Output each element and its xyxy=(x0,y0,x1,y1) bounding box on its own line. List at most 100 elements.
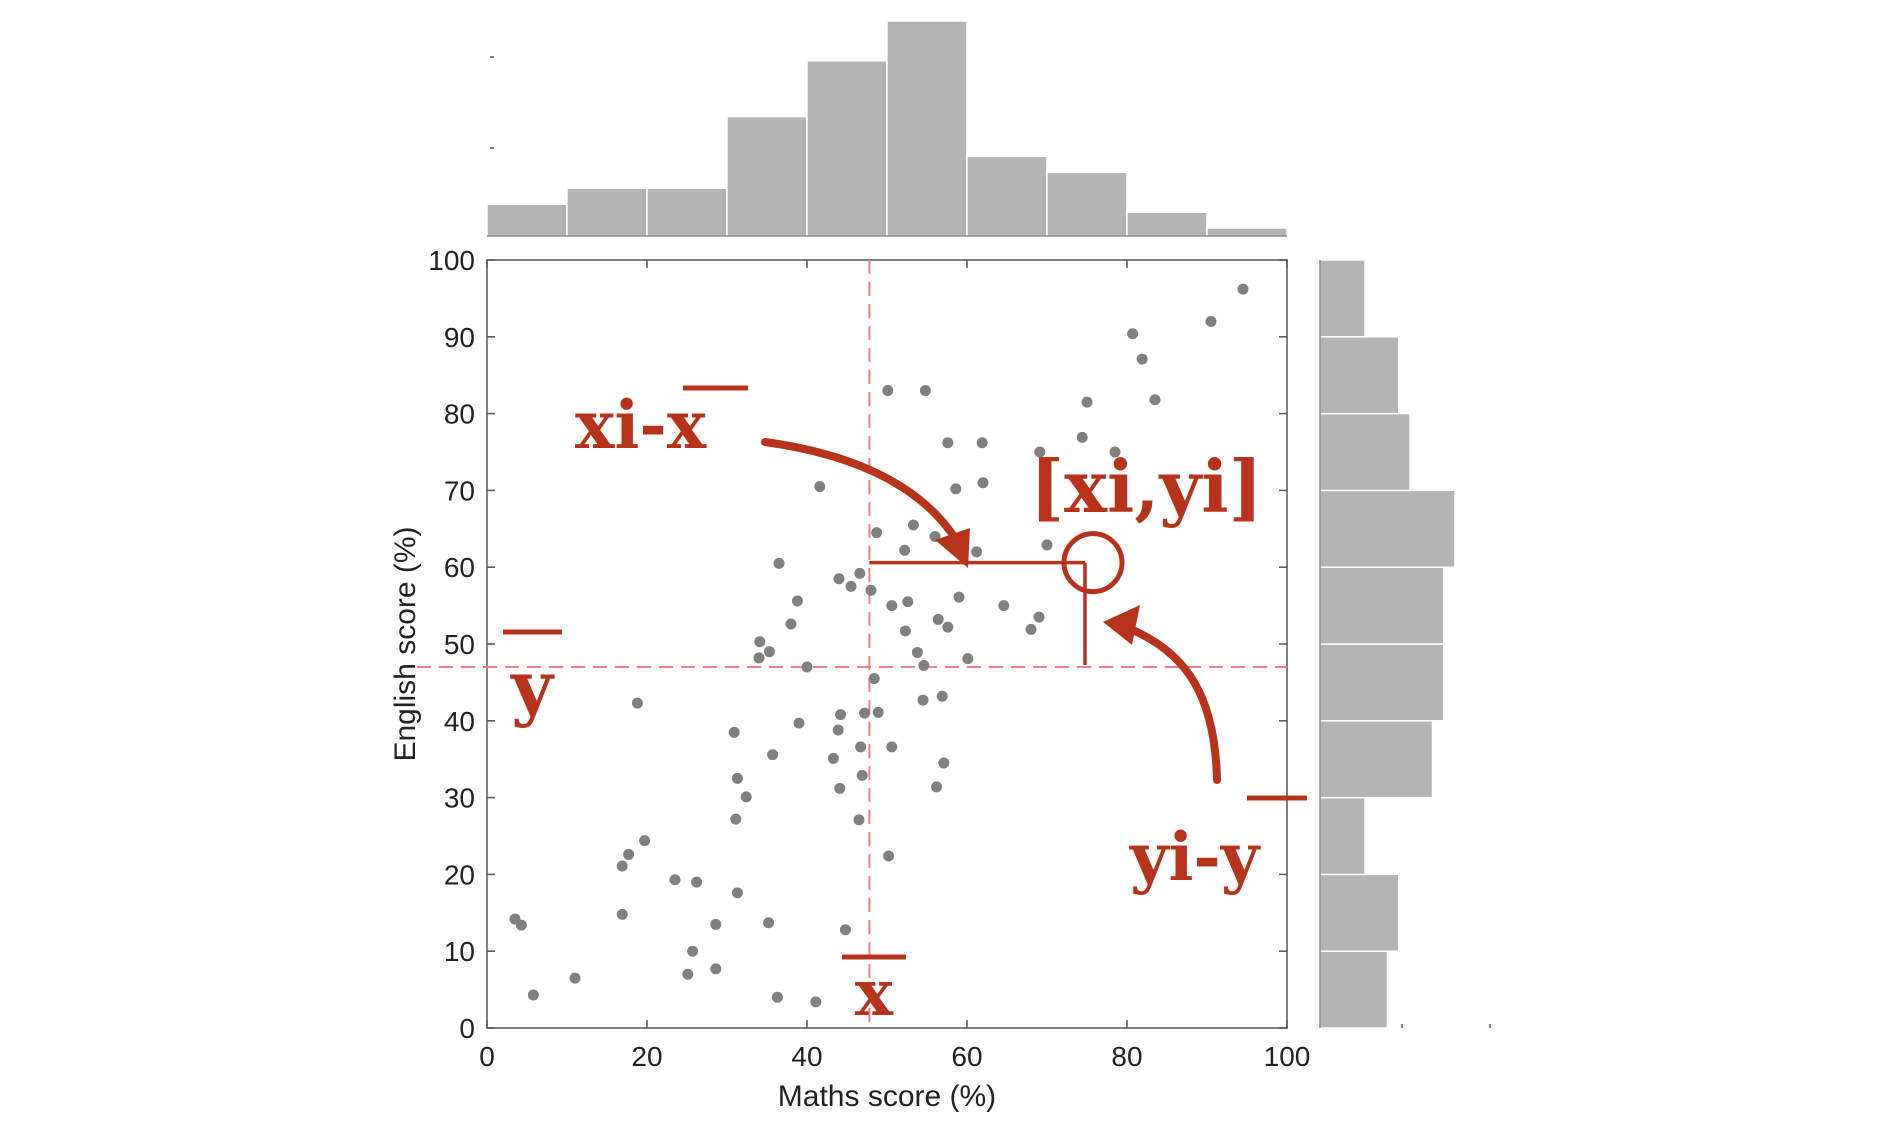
right-histogram-bar xyxy=(1319,566,1445,645)
right-histogram-bar xyxy=(1319,873,1400,952)
y-mean-label: y xyxy=(503,629,562,729)
data-point xyxy=(730,813,742,825)
data-point xyxy=(527,989,539,1001)
data-point xyxy=(810,996,822,1008)
x-deviation-label: xi-x xyxy=(575,385,970,568)
svg-text:yi-y: yi-y xyxy=(1129,818,1261,896)
data-point xyxy=(710,918,722,930)
right-histogram xyxy=(1319,259,1491,1029)
data-point xyxy=(728,726,740,738)
x-tick-label: 20 xyxy=(631,1041,662,1072)
data-point xyxy=(731,887,743,899)
data-point xyxy=(515,919,527,931)
top-histogram-bar xyxy=(886,20,968,237)
top-histogram-bar xyxy=(966,155,1048,237)
data-point xyxy=(883,850,895,862)
y-tick-label: 10 xyxy=(444,936,475,967)
y-deviation-label: yi-y xyxy=(1103,605,1307,896)
top-histogram-bar xyxy=(1046,171,1128,237)
data-point xyxy=(919,385,931,397)
data-point xyxy=(911,646,923,658)
right-histogram-bar xyxy=(1319,259,1366,338)
y-tick-label: 60 xyxy=(444,552,475,583)
data-point xyxy=(998,600,1010,612)
svg-text:y: y xyxy=(510,644,555,729)
x-tick-label: 0 xyxy=(479,1041,495,1072)
x-mean-label: x xyxy=(842,954,906,1031)
data-point xyxy=(771,991,783,1003)
y-axis-label: English score (%) xyxy=(389,526,422,761)
data-point xyxy=(835,709,847,721)
data-point xyxy=(1149,394,1161,406)
y-tick-label: 100 xyxy=(428,245,475,276)
data-point xyxy=(855,741,867,753)
x-tick-label: 60 xyxy=(951,1041,982,1072)
scatter-points xyxy=(509,283,1249,1008)
x-tick-label: 100 xyxy=(1264,1041,1311,1072)
data-point xyxy=(962,653,974,665)
data-point xyxy=(953,591,965,603)
data-point xyxy=(753,652,765,664)
data-point xyxy=(740,791,752,803)
data-point xyxy=(886,600,898,612)
data-point xyxy=(814,481,826,493)
top-histogram-bar xyxy=(566,187,648,237)
data-point xyxy=(1136,353,1148,365)
data-point xyxy=(1237,283,1249,295)
svg-text:x: x xyxy=(855,956,894,1031)
data-point xyxy=(1041,539,1053,551)
y-tick-label: 50 xyxy=(444,629,475,660)
data-point xyxy=(793,717,805,729)
data-point xyxy=(669,874,681,886)
y-tick-label: 90 xyxy=(444,322,475,353)
data-point xyxy=(827,752,839,764)
data-point xyxy=(785,618,797,630)
y-tick-label: 70 xyxy=(444,475,475,506)
data-point xyxy=(907,519,919,531)
top-histogram-bar xyxy=(806,60,888,237)
data-point xyxy=(971,546,983,558)
data-point xyxy=(833,573,845,585)
data-point xyxy=(710,963,722,975)
data-point xyxy=(1076,431,1088,443)
top-histogram-bar xyxy=(1206,227,1288,237)
data-point xyxy=(950,483,962,495)
highlight-circle xyxy=(1061,531,1125,595)
data-point xyxy=(942,437,954,449)
data-point xyxy=(839,924,851,936)
data-point xyxy=(691,876,703,888)
data-point xyxy=(801,661,813,673)
x-axis: 0 20 40 60 80 100 xyxy=(479,260,1310,1072)
data-point xyxy=(899,544,911,556)
data-point xyxy=(868,673,880,685)
data-point xyxy=(763,646,775,658)
data-point xyxy=(616,908,628,920)
top-histogram-bar xyxy=(1126,211,1208,237)
data-point xyxy=(886,741,898,753)
data-point xyxy=(687,945,699,957)
data-point xyxy=(1033,611,1045,623)
data-point xyxy=(832,724,844,736)
data-point xyxy=(856,769,868,781)
data-point xyxy=(977,477,989,489)
x-tick-label: 40 xyxy=(791,1041,822,1072)
data-point xyxy=(623,848,635,860)
data-point xyxy=(936,690,948,702)
data-point xyxy=(834,782,846,794)
data-point xyxy=(845,580,857,592)
data-point xyxy=(1025,623,1037,635)
plot-frame xyxy=(486,259,1288,1029)
data-point xyxy=(616,860,628,872)
data-point xyxy=(569,972,581,984)
svg-text:xi-x: xi-x xyxy=(575,386,707,464)
data-point xyxy=(1205,315,1217,327)
y-tick-label: 20 xyxy=(444,859,475,890)
point-label: [xi,yi] xyxy=(1030,444,1263,529)
data-point xyxy=(931,781,943,793)
data-point xyxy=(854,567,866,579)
data-point xyxy=(917,694,929,706)
data-point xyxy=(865,584,877,596)
data-point xyxy=(639,835,651,847)
data-point xyxy=(791,595,803,607)
